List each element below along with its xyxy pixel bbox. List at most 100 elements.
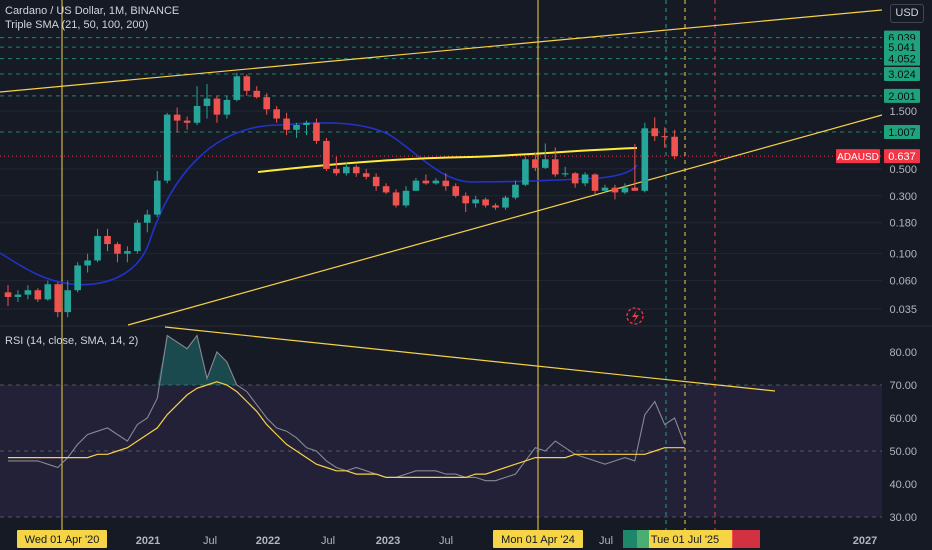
- candle-body: [283, 118, 290, 130]
- time-tick-label: Jul: [321, 535, 335, 547]
- candle-body: [472, 199, 479, 204]
- grid: [0, 37, 932, 327]
- candle-body: [64, 290, 71, 313]
- price-tag: [884, 149, 920, 164]
- candle-body: [263, 97, 270, 110]
- candle-body: [581, 174, 589, 184]
- vertical-markers: [61, 0, 716, 530]
- candle-body: [74, 265, 81, 291]
- level-tag: [884, 51, 920, 66]
- date-marker-label: Tue 01 Jul '25: [651, 534, 719, 546]
- lightning-icon-bolt: [632, 310, 639, 323]
- currency-button[interactable]: USD: [890, 4, 924, 23]
- time-tick-label: Jul: [203, 535, 217, 547]
- candle-body: [243, 76, 251, 91]
- level-tag-label: 1.007: [888, 127, 916, 139]
- candle-body: [114, 244, 121, 254]
- lightning-icon-ring: [626, 307, 644, 325]
- time-tick-label: 2023: [376, 535, 400, 547]
- rsi-ma-line: [8, 381, 685, 478]
- candle-body: [323, 140, 330, 169]
- candle-body: [621, 187, 629, 193]
- candle-body: [542, 159, 549, 168]
- date-marker-tag: [493, 530, 583, 548]
- date-marker-tag: [623, 530, 649, 548]
- candle-body: [144, 214, 151, 223]
- candle-body: [343, 166, 350, 174]
- rsi-trendline: [164, 326, 776, 392]
- level-tag-label: 5.041: [888, 42, 916, 54]
- candle-body: [44, 284, 52, 300]
- candle-body: [313, 122, 320, 141]
- time-tick-label: Jul: [599, 535, 613, 547]
- lightning-icon[interactable]: [626, 307, 644, 325]
- candle-body: [392, 192, 400, 206]
- candle-body: [14, 294, 22, 297]
- sma-yellow-line: [257, 147, 638, 173]
- candle-body: [183, 120, 191, 123]
- candle-body: [34, 290, 42, 300]
- time-tick-label: Jul: [439, 535, 453, 547]
- rsi-overbought-fill: [8, 335, 685, 385]
- candle-body: [134, 222, 141, 252]
- rsi-tick-label: 60.00: [889, 413, 917, 425]
- candle-body: [442, 180, 450, 187]
- candle-body: [173, 114, 181, 121]
- candle-body: [84, 260, 91, 266]
- candle-body: [611, 187, 619, 193]
- time-axis: 2021 Jul 2022 Jul 2023 Jul Jul 2027 Wed 01 Apr '…: [17, 530, 877, 548]
- price-tick-label: 0.180: [889, 218, 917, 230]
- candle-body: [492, 205, 499, 208]
- candle-body: [352, 166, 360, 174]
- rsi-pane: [8, 334, 686, 482]
- candle-body: [601, 187, 609, 191]
- candle-body: [233, 76, 241, 100]
- candle-body: [631, 187, 639, 191]
- price-tick-label: 0.100: [889, 249, 917, 261]
- candle-body: [303, 122, 310, 125]
- date-marker-label: Mon 01 Apr '24: [501, 534, 575, 546]
- candle-body: [94, 235, 101, 261]
- symbol-tag: [836, 149, 880, 164]
- candle-body: [502, 197, 509, 208]
- level-tag-label: 4.052: [888, 54, 916, 66]
- candle-body: [333, 168, 340, 174]
- level-tag: [884, 67, 920, 82]
- candle-body: [661, 136, 668, 138]
- level-tag: [884, 124, 920, 139]
- candle-body: [561, 173, 569, 175]
- candle-body: [432, 180, 440, 184]
- date-marker-tag: [732, 530, 760, 548]
- level-tag-label: 3.024: [888, 69, 916, 81]
- price-tag-label: 0.637: [888, 151, 916, 163]
- candle-body: [571, 173, 579, 184]
- candle-body: [153, 180, 161, 215]
- candle-body: [671, 136, 678, 157]
- candle-body: [54, 284, 62, 313]
- candle-body: [24, 290, 32, 295]
- symbol-tag-label: ADAUSD: [837, 152, 879, 163]
- candle-body: [382, 186, 390, 193]
- rsi-tick-label: 70.00: [889, 380, 917, 392]
- candle-body: [273, 109, 280, 119]
- candle-body: [293, 124, 300, 130]
- trendlines[interactable]: [0, 9, 883, 392]
- rsi-tick-label: 50.00: [889, 446, 917, 458]
- candle-body: [372, 176, 380, 187]
- candle-body: [452, 186, 460, 196]
- level-tag-label: 2.001: [888, 91, 916, 103]
- candle-body: [203, 98, 211, 106]
- candle-body: [462, 195, 469, 204]
- candle-body: [422, 180, 430, 184]
- candle-body: [512, 184, 519, 198]
- indicator-legend: Triple SMA (21, 50, 100, 200): [5, 19, 149, 31]
- candles: [4, 72, 678, 318]
- candle-body: [223, 99, 231, 115]
- candle-body: [591, 174, 599, 191]
- lower-trendline: [127, 114, 883, 326]
- time-tick-label: 2021: [136, 535, 160, 547]
- level-tag: [884, 88, 920, 103]
- candle-body: [124, 251, 131, 254]
- date-marker-label: Wed 01 Apr '20: [25, 534, 100, 546]
